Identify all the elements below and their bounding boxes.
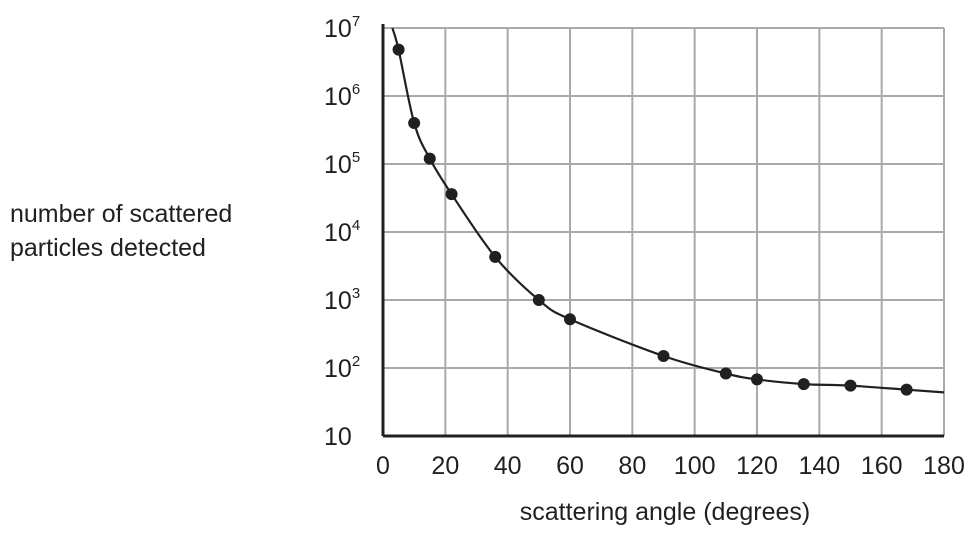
data-point: [408, 117, 421, 130]
x-tick-label: 40: [494, 452, 522, 480]
x-axis-title: scattering angle (degrees): [520, 498, 810, 526]
x-tick-label: 120: [736, 452, 778, 480]
data-point: [564, 313, 576, 326]
y-tick-label: 106: [324, 81, 360, 111]
fit-curve: [391, 27, 945, 394]
data-point: [657, 350, 670, 363]
data-point: [751, 373, 763, 386]
y-tick-label: 105: [324, 149, 360, 179]
data-point: [392, 43, 405, 56]
data-point: [844, 379, 857, 392]
y-tick-label: 10: [324, 423, 352, 451]
x-tick-label: 100: [674, 452, 716, 480]
data-point: [489, 250, 502, 263]
y-tick-labels: 10 102 103 104 105 106 107: [324, 13, 360, 451]
fit-curve-layer: [391, 27, 945, 394]
data-point: [445, 188, 458, 201]
y-tick-label: 103: [324, 285, 360, 315]
y-tick-label: 102: [324, 353, 360, 383]
x-tick-label: 160: [861, 452, 903, 480]
x-tick-label: 140: [798, 452, 840, 480]
data-point: [797, 378, 810, 391]
y-axis-title-line-1: number of scattered: [10, 200, 232, 228]
x-tick-label: 180: [923, 452, 965, 480]
x-tick-label: 20: [431, 452, 459, 480]
y-axis-title-line-2: particles detected: [10, 234, 206, 262]
data-point: [900, 383, 913, 396]
data-point: [532, 294, 545, 306]
axes: [381, 24, 944, 438]
x-tick-labels: 0 20 40 60 80 100 120 140 160 180: [376, 452, 965, 480]
x-tick-label: 60: [556, 452, 584, 480]
grid: [382, 27, 945, 437]
data-point: [719, 367, 732, 380]
x-tick-label: 80: [618, 452, 646, 480]
data-point: [423, 152, 436, 165]
y-tick-label: 107: [324, 13, 360, 43]
x-tick-label: 0: [376, 452, 390, 480]
y-tick-label: 104: [324, 217, 360, 247]
data-points: [392, 43, 913, 396]
